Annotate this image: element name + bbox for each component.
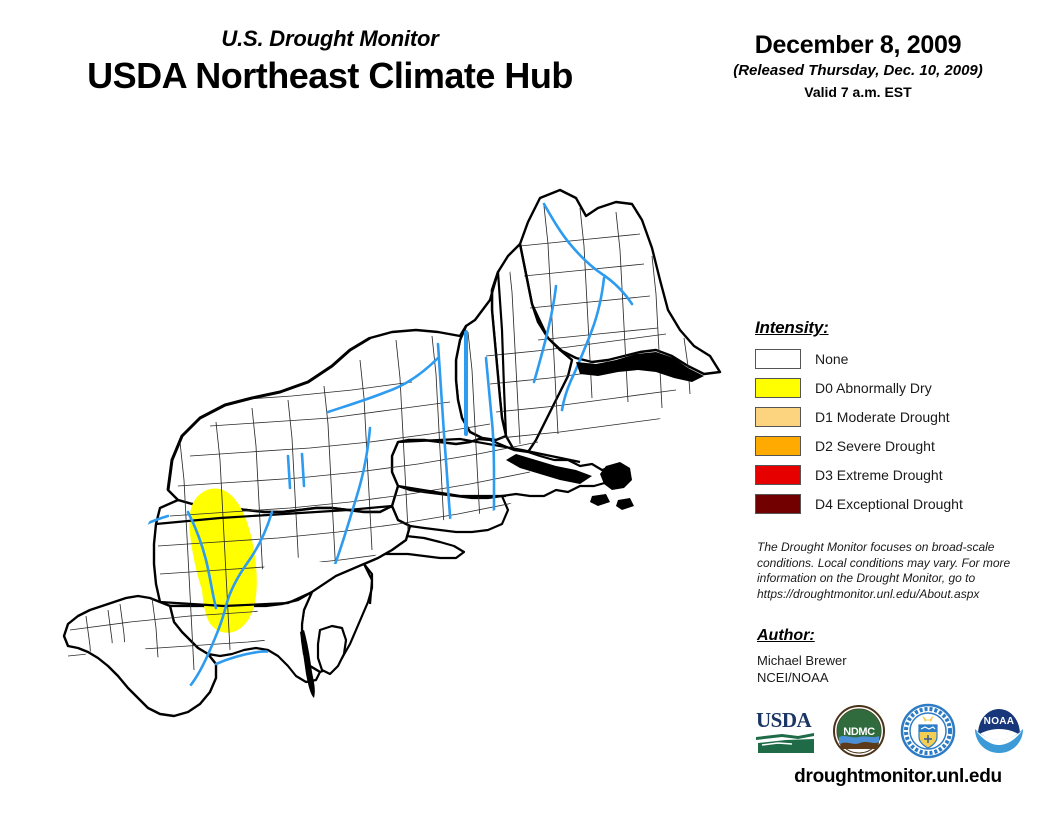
legend-item-d2[interactable]: D2 Severe Drought (755, 434, 1045, 458)
legend-swatch-d0 (755, 378, 801, 398)
valid-time: Valid 7 a.m. EST (804, 84, 912, 100)
footer-url[interactable]: droughtmonitor.unl.edu (794, 766, 1002, 787)
released-date: (Released Thursday, Dec. 10, 2009) (733, 62, 983, 79)
legend-swatch-none (755, 349, 801, 369)
legend-item-d0[interactable]: D0 Abnormally Dry (755, 376, 1045, 400)
d0-abnormally-dry-area[interactable] (189, 488, 257, 633)
disclaimer-text: The Drought Monitor focuses on broad-sca… (757, 540, 1011, 601)
river-connecticut (484, 356, 496, 522)
state-delaware[interactable] (316, 624, 348, 676)
maine-coast-rocks (576, 352, 704, 382)
legend: Intensity: None D0 Abnormally Dry D1 Mod… (755, 318, 1045, 521)
river-penobscot (560, 276, 606, 412)
legend-swatch-d4 (755, 494, 801, 514)
finger-lake-a (286, 454, 292, 490)
drought-monitor-supertitle: U.S. Drought Monitor (221, 26, 439, 51)
valid-date: December 8, 2009 (754, 31, 962, 59)
map-landmass (62, 188, 722, 718)
page-title: USDA Northeast Climate Hub (87, 55, 573, 96)
legend-swatch-d2 (755, 436, 801, 456)
author-affiliation: NCEI/NOAA (757, 670, 829, 685)
svg-text:NDMC: NDMC (843, 726, 875, 738)
legend-item-d3[interactable]: D3 Extreme Drought (755, 463, 1045, 487)
title-block: U.S. Drought Monitor USDA Northeast Clim… (0, 26, 660, 98)
author-name: Michael Brewer (757, 653, 847, 668)
legend-label-d1: D1 Moderate Drought (815, 409, 950, 425)
map-svg[interactable] (20, 160, 750, 760)
author-heading: Author: (757, 627, 815, 644)
legend-title: Intensity: (755, 318, 829, 337)
legend-label-d4: D4 Exceptional Drought (815, 496, 963, 512)
river-kennebec (532, 284, 558, 384)
river-allegheny (186, 510, 218, 610)
marthas-vineyard (590, 494, 610, 506)
river-susquehanna (188, 510, 274, 688)
nantucket (616, 498, 634, 510)
legend-swatch-d1 (755, 407, 801, 427)
cape-cod (600, 462, 632, 490)
drought-map[interactable] (20, 160, 750, 760)
page-header: U.S. Drought Monitor USDA Northeast Clim… (0, 0, 1056, 130)
coastal-detail (300, 352, 704, 698)
legend-label-d3: D3 Extreme Drought (815, 467, 943, 483)
great-lakes-shore (166, 336, 371, 491)
state-borders-overlay (155, 243, 581, 608)
logo-row: USDA NDMC NOAA (752, 702, 1042, 760)
legend-label-d2: D2 Severe Drought (815, 438, 935, 454)
lake-erie-shore (166, 396, 253, 491)
noaa-commerce-seal[interactable] (900, 703, 956, 759)
legend-item-d4[interactable]: D4 Exceptional Drought (755, 492, 1045, 516)
svg-text:USDA: USDA (756, 708, 813, 732)
finger-lake-b (300, 452, 306, 488)
legend-item-none[interactable]: None (755, 347, 1045, 371)
ne-coast-band (506, 454, 592, 484)
chesapeake-bay (300, 630, 315, 698)
ndmc-logo[interactable]: NDMC (832, 704, 886, 758)
legend-swatch-d3 (755, 465, 801, 485)
legend-item-d1[interactable]: D1 Moderate Drought (755, 405, 1045, 429)
legend-label-none: None (815, 351, 849, 367)
date-block: December 8, 2009 (Released Thursday, Dec… (660, 30, 1056, 101)
usda-logo[interactable]: USDA (752, 705, 818, 757)
lake-ontario-shore (251, 336, 371, 400)
river-mohawk (326, 356, 440, 414)
legend-label-d0: D0 Abnormally Dry (815, 380, 932, 396)
noaa-logo[interactable]: NOAA (970, 705, 1028, 757)
drought-overlay-d0[interactable] (189, 488, 257, 633)
author-block: Author: Michael Brewer NCEI/NOAA (757, 627, 1037, 686)
river-st-john (542, 202, 634, 306)
svg-text:NOAA: NOAA (984, 716, 1015, 727)
